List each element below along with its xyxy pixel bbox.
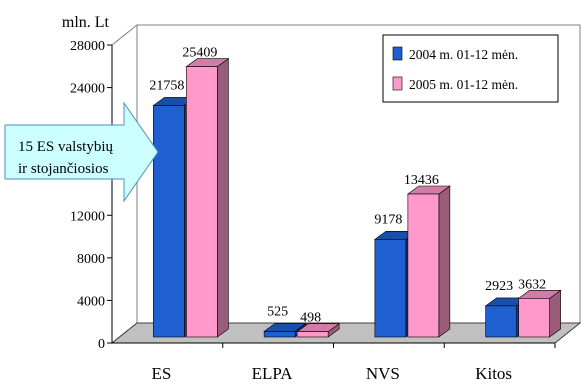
bar-Kitos-1 (517, 289, 562, 338)
bar-front (485, 305, 517, 338)
bar-front (153, 105, 185, 338)
y-tick-label: 12000 (70, 209, 105, 224)
bar-front (186, 66, 218, 338)
legend-swatch (392, 46, 403, 61)
data-label: 2923 (485, 279, 513, 294)
y-tick-label: 28000 (70, 39, 105, 54)
legend-box (382, 34, 559, 103)
bar-front (263, 331, 296, 338)
data-label: 498 (300, 311, 321, 326)
bar-ES-1 (185, 57, 230, 338)
bar-side (217, 57, 229, 338)
bar-side (438, 185, 451, 338)
y-tick-label: 0 (98, 337, 105, 352)
bar-front (296, 331, 329, 338)
x-tick-label: ELPA (252, 364, 294, 383)
y-tick-label: 4000 (77, 294, 105, 309)
bar-front (374, 239, 407, 338)
data-label: 21758 (149, 78, 184, 93)
bar-front (518, 298, 550, 338)
bar-NVS-1 (406, 185, 451, 338)
data-label: 9178 (374, 212, 402, 227)
annotation-arrow (4, 101, 159, 203)
annotation-text: ir stojančiosios (18, 161, 109, 177)
bar-front (407, 193, 440, 338)
x-tick-label: NVS (366, 364, 400, 383)
data-label: 13436 (404, 173, 439, 188)
legend-label: 2005 m. 01-12 mėn. (409, 77, 518, 92)
legend-label: 2004 m. 01-12 mėn. (409, 47, 518, 62)
annotation-text: 15 ES valstybių (18, 139, 114, 155)
data-label: 525 (267, 304, 288, 319)
legend-swatch (392, 76, 403, 91)
x-tick-label: ES (151, 364, 171, 383)
y-tick-label: 8000 (77, 252, 105, 267)
y-tick-label: 24000 (70, 82, 105, 97)
bar-ELPA-1 (296, 323, 341, 338)
x-tick-label: Kitos (475, 364, 512, 383)
y-axis-title: mln. Lt (62, 14, 110, 31)
data-label: 3632 (518, 277, 546, 292)
data-label: 25409 (182, 46, 217, 61)
